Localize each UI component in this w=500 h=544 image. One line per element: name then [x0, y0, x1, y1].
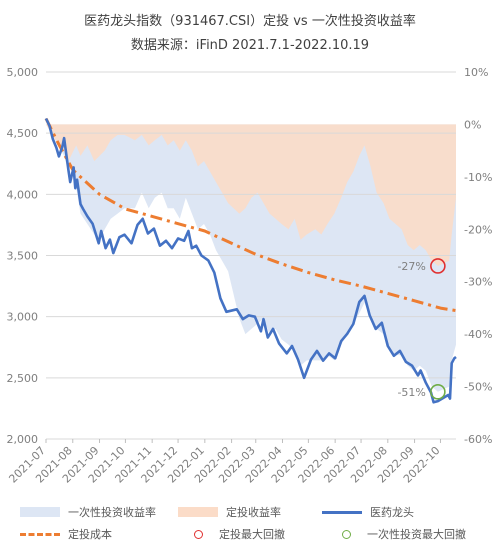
legend-swatch-dca-drawdown [194, 529, 203, 539]
y-right-tick-label: -10% [464, 171, 492, 184]
legend-label-dca-yield: 定投收益率 [226, 506, 281, 519]
legend-swatch-lump-yield [20, 507, 60, 517]
y-right-tick-label: -20% [464, 223, 492, 236]
legend-swatch-cost [20, 532, 60, 536]
legend-label-index: 医药龙头 [370, 506, 414, 519]
chart-title: 医药龙头指数（931467.CSI）定投 vs 一次性投资收益率 [84, 14, 416, 29]
chart-subtitle: 数据来源：iFinD 2021.7.1-2022.10.19 [130, 38, 370, 53]
legend-item-index: 医药龙头 [322, 504, 414, 520]
lump-max-drawdown-marker [430, 384, 446, 400]
legend-item-dca-drawdown: 定投最大回撤 [194, 526, 285, 542]
legend-item-dca-yield: 定投收益率 [178, 504, 281, 520]
y-right-tick-label: 10% [464, 66, 488, 79]
y-right-tick-label: -30% [464, 276, 492, 289]
marker-layer: -27% -51% [397, 258, 446, 400]
area-dca-yield [46, 124, 456, 267]
legend-item-lump-drawdown: 一次性投资最大回撤 [342, 526, 466, 542]
y-left-tick-label: 2,500 [7, 372, 39, 385]
y-right-tick-label: -60% [464, 433, 492, 446]
y-right-tick-label: -40% [464, 328, 492, 341]
y-left-tick-label: 3,500 [7, 250, 39, 263]
legend-item-cost: 定投成本 [20, 526, 112, 542]
legend-item-lump-yield: 一次性投资收益率 [20, 504, 156, 520]
area-lump-yield [46, 124, 456, 392]
legend-label-lump-yield: 一次性投资收益率 [68, 506, 156, 519]
legend-swatch-index [322, 510, 362, 514]
legend-swatch-lump-drawdown [342, 529, 351, 539]
y-right-tick-label: -50% [464, 381, 492, 394]
y-left-tick-label: 2,000 [7, 433, 39, 446]
area-layer [46, 124, 456, 392]
y-left-tick-label: 5,000 [7, 66, 39, 79]
legend-label-lump-drawdown: 一次性投资最大回撤 [367, 528, 466, 541]
lump-max-drawdown-label: -51% [397, 386, 425, 399]
y-right-tick-label: 0% [464, 118, 481, 131]
line-dca-cost [44, 117, 457, 313]
y-left-tick-label: 4,000 [7, 188, 39, 201]
legend-label-cost: 定投成本 [68, 528, 112, 541]
y-left-tick-label: 3,000 [7, 311, 39, 324]
y-left-tick-label: 4,500 [7, 127, 39, 140]
legend: 一次性投资收益率 定投收益率 医药龙头 定投成本 定投最大回撤 一次性投资最大回… [0, 494, 500, 544]
chart-canvas: -27% -51% 5,000 4,500 4,000 3,500 3,000 2,500 2… [6, 66, 492, 486]
line-index [44, 117, 457, 404]
line-layer [44, 117, 457, 404]
dca-max-drawdown-label: -27% [397, 260, 425, 273]
dca-max-drawdown-marker [430, 258, 446, 274]
legend-label-dca-drawdown: 定投最大回撤 [219, 528, 285, 541]
legend-swatch-dca-yield [178, 507, 218, 517]
